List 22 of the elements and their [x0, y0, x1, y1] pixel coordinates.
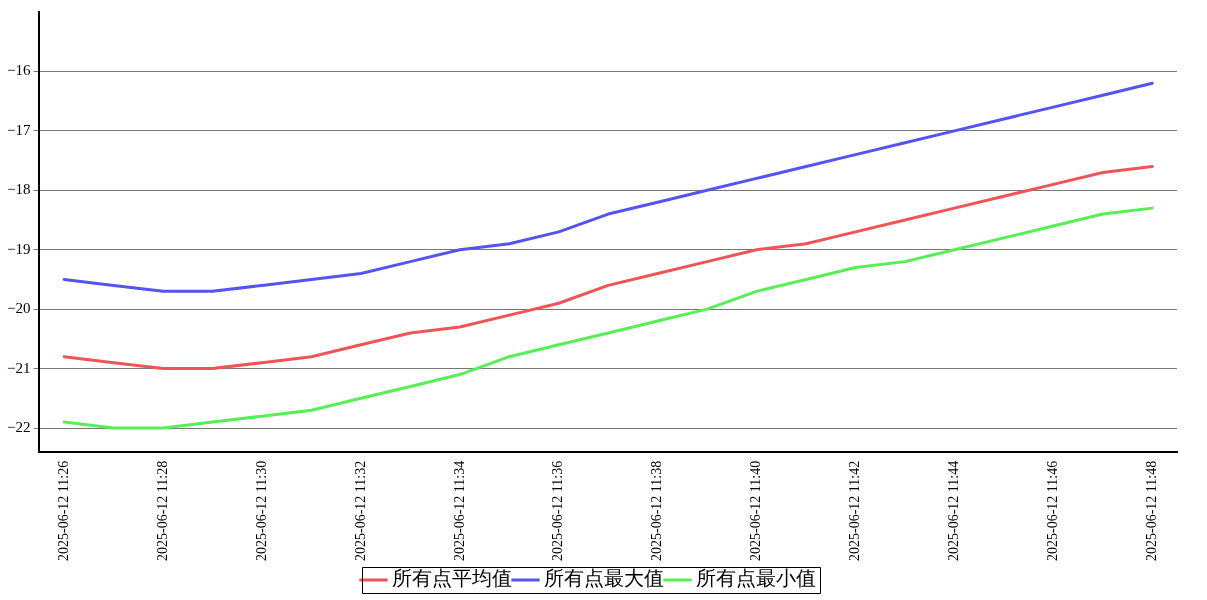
x-tick-label: 2025-06-12 11:28: [154, 460, 170, 562]
x-tick-label: 2025-06-12 11:36: [550, 460, 566, 562]
y-tick-label: −17: [6, 121, 31, 138]
x-tick-label: 2025-06-12 11:26: [55, 460, 71, 562]
x-tick-label: 2025-06-12 11:30: [253, 460, 269, 562]
y-tick-label: −16: [6, 62, 31, 79]
x-tick-label: 2025-06-12 11:38: [649, 460, 665, 562]
legend-label: 所有点平均值: [391, 567, 512, 590]
y-tick-label: −22: [6, 418, 31, 435]
legend-label: 所有点最大值: [543, 567, 664, 590]
x-tick-label: 2025-06-12 11:44: [946, 460, 962, 562]
y-tick-label: −20: [6, 300, 31, 317]
y-tick-label: −19: [6, 240, 31, 257]
x-tick-label: 2025-06-12 11:48: [1143, 460, 1159, 562]
y-tick-label: −18: [6, 181, 31, 198]
y-tick-label: −21: [6, 359, 31, 376]
legend-label: 所有点最小值: [695, 567, 816, 590]
x-tick-label: 2025-06-12 11:42: [847, 460, 863, 562]
x-tick-label: 2025-06-12 11:40: [748, 460, 764, 562]
x-tick-label: 2025-06-12 11:46: [1045, 460, 1061, 562]
x-tick-label: 2025-06-12 11:34: [451, 460, 467, 562]
x-tick-label: 2025-06-12 11:32: [352, 460, 368, 562]
